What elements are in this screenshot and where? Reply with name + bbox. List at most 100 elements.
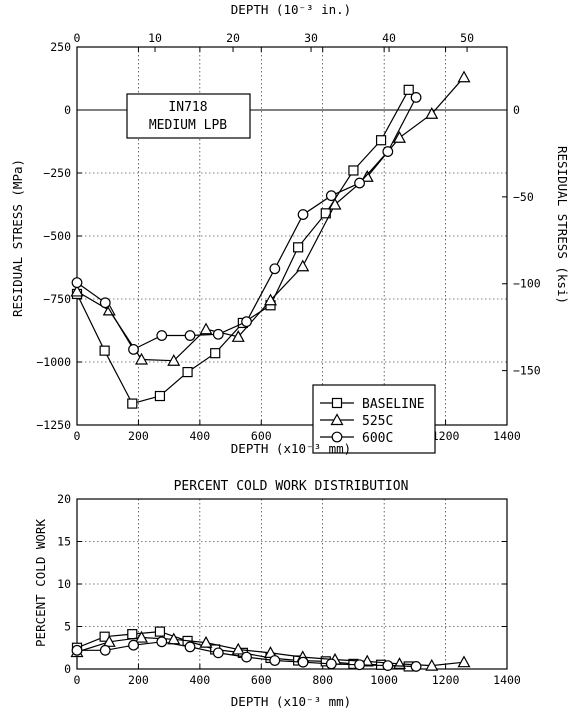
data-point-525c: [457, 70, 471, 83]
data-point-525c: [199, 322, 213, 335]
data-point-600c: [382, 146, 394, 157]
x-tick-label: 1000: [370, 673, 398, 687]
data-point-600c: [184, 330, 196, 341]
top-tick-labels: 02004006008001000120014002500−250−500−75…: [36, 31, 540, 443]
top-x-tick-label: 0: [74, 31, 81, 45]
data-point-525c: [425, 658, 439, 671]
legend-marker-525c: [330, 413, 344, 426]
cold-work-x-title: DEPTH (x10⁻³ mm): [231, 694, 351, 709]
top-x-tick-label: 10: [148, 31, 162, 45]
data-point-600c: [184, 641, 196, 653]
data-point-600c: [297, 209, 309, 220]
x-tick-label: 1200: [432, 673, 460, 687]
x-tick-label: 1200: [432, 429, 460, 443]
data-point-525c: [231, 642, 245, 655]
bottom-series: [70, 626, 471, 672]
data-point-baseline: [348, 165, 359, 176]
bottom-ticks: [76, 498, 508, 670]
data-point-baseline: [210, 348, 221, 359]
data-point-baseline: [375, 135, 387, 146]
data-point-600c: [128, 639, 139, 651]
right-y-tick-label: 0: [513, 103, 520, 117]
y-tick-label: 0: [64, 103, 71, 117]
data-point-baseline: [182, 366, 193, 378]
data-point-525c: [425, 107, 439, 119]
y-tick-label: 20: [57, 492, 71, 506]
y-tick-label: 10: [57, 577, 71, 591]
bottom-grid: [77, 499, 507, 669]
y-tick-label: 5: [64, 620, 71, 634]
data-point-600c: [269, 263, 281, 275]
data-point-525c: [263, 293, 278, 306]
top-series: [70, 70, 471, 409]
annotation-line-1: IN718: [168, 100, 207, 115]
x-tick-label: 200: [128, 673, 149, 687]
x-tick-label: 400: [189, 429, 210, 443]
right-axis-title: RESIDUAL STRESS (ksi): [555, 146, 570, 304]
legend-marker-baseline: [331, 397, 343, 409]
data-point-525c: [231, 330, 245, 342]
annotation-line-2: MEDIUM LPB: [149, 118, 227, 133]
data-point-525c: [199, 635, 213, 648]
material-annotation: IN718 MEDIUM LPB: [126, 93, 251, 139]
y-tick-label: 250: [50, 40, 71, 54]
data-point-baseline: [293, 242, 304, 253]
top-grid: [77, 47, 507, 425]
legend-items: BASELINE 525C 600C: [320, 397, 425, 446]
legend-label-525c: 525C: [362, 414, 393, 429]
data-point-525c: [134, 630, 149, 643]
left-axis-title: RESIDUAL STRESS (MPa): [10, 159, 25, 317]
y-tick-label: 0: [64, 662, 71, 676]
top-axis-title: DEPTH (10⁻³ in.): [231, 2, 351, 17]
legend-label-600c: 600C: [362, 431, 393, 446]
data-point-525c: [328, 197, 342, 210]
cold-work-y-title: PERCENT COLD WORK: [33, 519, 48, 647]
data-point-600c: [156, 636, 168, 648]
x-tick-label: 400: [189, 673, 210, 687]
cold-work-title: PERCENT COLD WORK DISTRIBUTION: [174, 479, 409, 494]
legend: BASELINE 525C 600C: [312, 384, 436, 454]
data-point-600c: [354, 177, 365, 189]
right-y-tick-label: −100: [513, 277, 541, 291]
y-tick-label: −1000: [36, 355, 71, 369]
y-tick-label: −750: [43, 292, 71, 306]
data-point-525c: [392, 130, 407, 143]
data-point-525c: [167, 353, 181, 366]
annotation-box: [126, 93, 251, 139]
legend-box: [312, 384, 436, 454]
x-tick-label: 1400: [493, 673, 521, 687]
residual-stress-chart: 02004006008001000120014002500−250−500−75…: [10, 2, 570, 456]
x-tick-label: 0: [74, 429, 81, 443]
y-tick-label: −500: [43, 229, 71, 243]
x-tick-label: 200: [128, 429, 149, 443]
data-point-525c: [457, 655, 471, 668]
data-point-600c: [128, 344, 139, 355]
data-point-600c: [99, 297, 111, 309]
data-point-600c: [99, 644, 111, 656]
data-point-baseline: [154, 626, 166, 637]
data-point-600c: [212, 328, 224, 340]
y-tick-label: −250: [43, 166, 71, 180]
data-point-600c: [156, 330, 168, 341]
data-point-600c: [410, 91, 422, 103]
data-point-600c: [325, 658, 337, 670]
cold-work-chart: PERCENT COLD WORK DISTRIBUTION 0 200 400 60…: [33, 479, 521, 709]
data-point-600c: [269, 655, 281, 666]
bottom-axis-title: DEPTH (x10⁻³ mm): [231, 441, 351, 456]
y-tick-label: 15: [57, 535, 71, 549]
data-point-baseline: [403, 84, 414, 95]
bottom-tick-labels: 0 200 400 600 800 1000 1200 1400 0 5 10 15 20: [57, 492, 521, 687]
data-point-600c: [325, 190, 337, 202]
data-point-525c: [134, 352, 149, 365]
data-point-baseline: [127, 629, 138, 640]
data-point-600c: [241, 651, 252, 663]
y-tick-label: −1250: [36, 418, 71, 432]
x-tick-label: 1400: [493, 429, 521, 443]
data-point-525c: [360, 170, 374, 182]
x-tick-label: 600: [251, 429, 272, 443]
legend-label-baseline: BASELINE: [362, 397, 425, 412]
top-x-tick-label: 40: [382, 31, 396, 45]
top-x-tick-label: 50: [460, 31, 474, 45]
data-point-baseline: [127, 398, 138, 409]
